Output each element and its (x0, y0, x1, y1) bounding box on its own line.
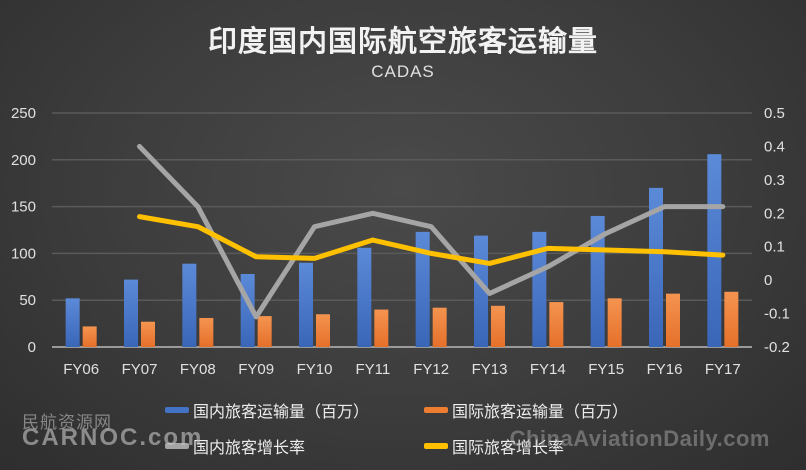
y2-axis-tick: 0.3 (764, 172, 785, 189)
x-axis-tick: FY14 (530, 361, 566, 378)
line-international-growth (137, 214, 726, 266)
line-domestic-growth (137, 143, 726, 320)
legend-item-domestic-volume: 国内旅客运输量（百万） (165, 398, 369, 422)
bar-international (666, 293, 680, 347)
chart-legend: 国内旅客运输量（百万） 国际旅客运输量（百万） 国内旅客增长率 国际旅客增长率 (0, 398, 806, 470)
legend-swatch-blue (165, 407, 189, 413)
bar-international (374, 309, 389, 347)
bar-domestic (649, 187, 663, 347)
bar-international (141, 321, 155, 347)
bar-international (432, 307, 447, 347)
y-axis-tick: 100 (11, 245, 36, 262)
bar-domestic (182, 263, 197, 347)
watermark-carnoc: CARNOC.com (22, 424, 204, 451)
x-axis-tick: FY08 (180, 361, 216, 378)
bar-international (724, 291, 739, 347)
watermark-carnoc-cn: 民航资源网 (22, 413, 112, 432)
y2-axis-tick: -0.2 (764, 339, 790, 356)
bar-domestic (707, 154, 722, 347)
x-axis-tick: FY11 (355, 361, 390, 378)
legend-label: 国际旅客增长率 (452, 438, 565, 457)
bar-international (316, 314, 330, 347)
x-axis-tick: FY13 (472, 361, 508, 378)
y-axis-tick: 250 (11, 105, 36, 122)
x-axis-tick: FY17 (705, 361, 741, 378)
y2-axis-tick: 0 (764, 272, 772, 289)
x-axis-tick: FY16 (647, 361, 683, 378)
legend-label: 国内旅客增长率 (193, 438, 306, 457)
x-axis-tick: FY15 (588, 361, 624, 378)
chart-title: 印度国内国际航空旅客运输量 (207, 24, 598, 58)
y2-axis-tick: 0.1 (764, 239, 785, 256)
x-axis-tick: FY06 (63, 361, 99, 378)
y2-axis-tick: -0.1 (764, 306, 790, 323)
bar-domestic (532, 231, 547, 347)
x-axis-tick: FY10 (297, 361, 333, 378)
bar-international (257, 316, 272, 347)
bar-domestic (124, 279, 138, 347)
y2-axis-tick: 0.2 (764, 205, 785, 222)
combo-chart: 0 50 100 150 200 250 -0.2 -0.1 0 0.1 0.2 0.3 0.4 0.5 F… (11, 105, 790, 378)
x-axis-tick: FY07 (122, 361, 158, 378)
legend-item-domestic-growth: 国内旅客增长率 (165, 434, 305, 458)
legend-label: 国内旅客运输量（百万） (193, 402, 370, 421)
bar-international (199, 317, 214, 347)
y-axis-tick: 150 (11, 199, 36, 216)
bar-international (491, 305, 505, 347)
legend-swatch-gray (165, 443, 189, 449)
bar-international (82, 326, 97, 347)
y-axis-tick: 200 (11, 152, 36, 169)
legend-swatch-orange (424, 407, 448, 413)
legend-swatch-yellow (424, 443, 448, 449)
bar-international (607, 298, 622, 347)
legend-item-international-volume: 国际旅客运输量（百万） (424, 398, 628, 422)
legend-label: 国际旅客运输量（百万） (452, 402, 629, 421)
bar-domestic (299, 262, 313, 347)
y-axis-tick: 50 (19, 292, 36, 309)
bar-domestic (357, 247, 372, 347)
y-axis-tick: 0 (28, 339, 36, 356)
chart-subtitle: CADAS (371, 62, 435, 81)
bar-international (549, 302, 564, 347)
bar-domestic (415, 231, 430, 347)
bar-domestic (65, 298, 80, 347)
legend-item-international-growth: 国际旅客增长率 (424, 434, 564, 458)
x-axis-tick: FY12 (413, 361, 449, 378)
x-axis-tick: FY09 (238, 361, 274, 378)
y2-axis-tick: 0.5 (764, 105, 785, 122)
watermark-chinaaviationdaily: ChinaAviationDaily.com (509, 426, 770, 451)
y2-axis-tick: 0.4 (764, 138, 785, 155)
